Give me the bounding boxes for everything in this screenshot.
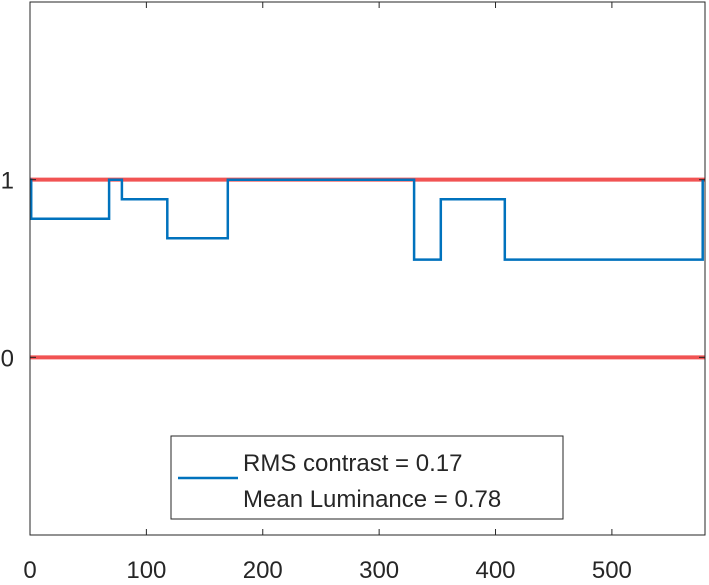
x-tick-label: 200 bbox=[243, 557, 283, 580]
axes-frame bbox=[29, 1, 706, 536]
x-tick-label: 100 bbox=[126, 557, 166, 580]
y-tick-label: 0 bbox=[1, 345, 14, 372]
x-tick-label: 500 bbox=[592, 557, 632, 580]
y-tick-label: 1 bbox=[1, 168, 14, 195]
x-tick-label: 300 bbox=[359, 557, 399, 580]
series-layer bbox=[29, 178, 704, 261]
legend: RMS contrast = 0.17 Mean Luminance = 0.7… bbox=[170, 435, 564, 520]
y-axis-ticks: 01 bbox=[1, 168, 705, 372]
series-line bbox=[29, 178, 704, 261]
legend-entry-label: RMS contrast = 0.17 bbox=[243, 450, 462, 477]
axes-box bbox=[29, 1, 706, 536]
x-tick-label: 0 bbox=[23, 557, 36, 580]
legend-entry-label: Mean Luminance = 0.78 bbox=[243, 486, 501, 513]
x-tick-label: 400 bbox=[475, 557, 515, 580]
